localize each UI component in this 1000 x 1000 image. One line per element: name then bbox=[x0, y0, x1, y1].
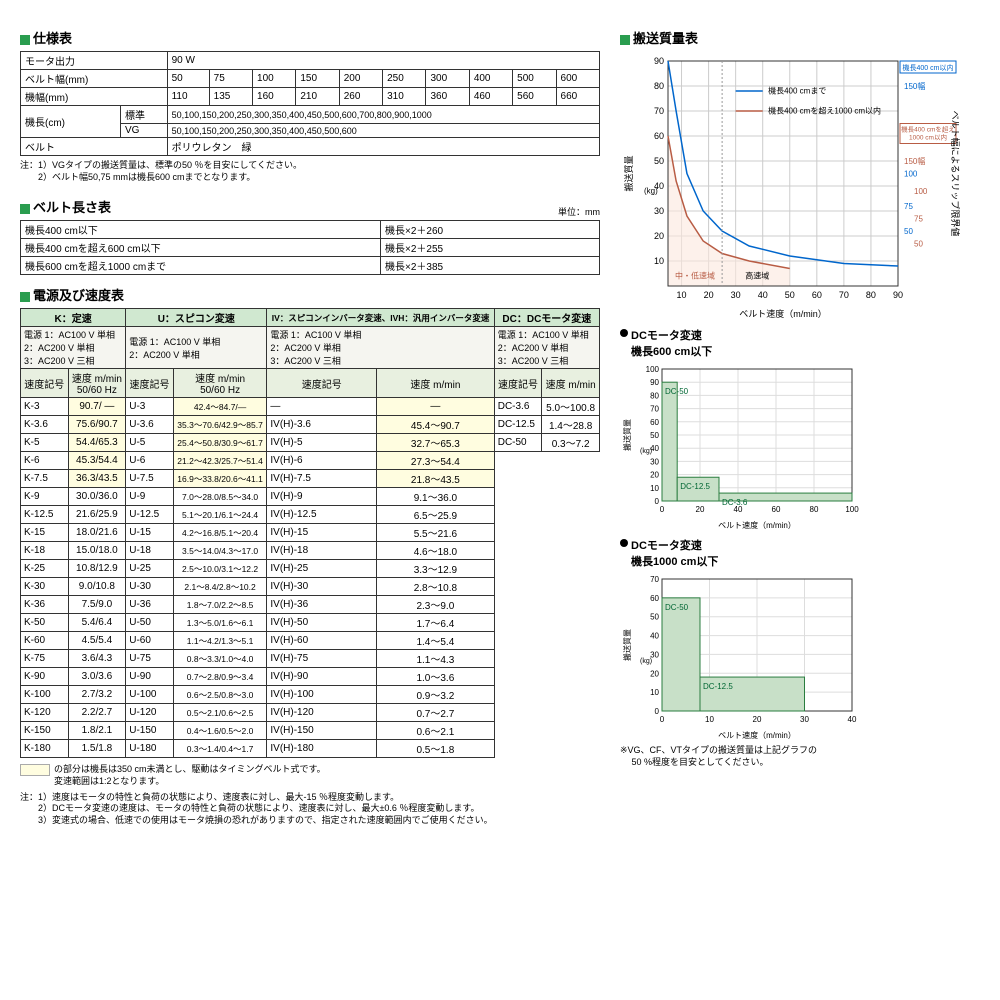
svg-text:(kg): (kg) bbox=[640, 658, 652, 665]
svg-text:20: 20 bbox=[704, 290, 714, 300]
dc-chart-1000: 010203040010203040506070DC-50DC-12.5ベルト速… bbox=[620, 571, 980, 741]
beltlen-title: ベルト長さ表 bbox=[20, 197, 111, 216]
svg-text:50: 50 bbox=[785, 290, 795, 300]
svg-text:DC-50: DC-50 bbox=[665, 603, 689, 612]
speed-title: 電源及び速度表 bbox=[20, 285, 600, 304]
swatch-note: の部分は機長は350 cm未満とし、駆動はタイミングベルト式です。 変速範囲は1… bbox=[20, 764, 600, 787]
svg-text:40: 40 bbox=[758, 290, 768, 300]
speed-footer-notes: 注：1）速度はモータの特性と負荷の状態により、速度表に対し、最大-15 ％程度変… bbox=[20, 792, 600, 827]
svg-text:90: 90 bbox=[893, 290, 903, 300]
svg-text:0: 0 bbox=[660, 715, 665, 724]
svg-text:30: 30 bbox=[800, 715, 809, 724]
svg-text:ベルト速度（m/min）: ベルト速度（m/min） bbox=[739, 308, 827, 319]
svg-text:100: 100 bbox=[845, 505, 859, 514]
svg-text:60: 60 bbox=[650, 594, 659, 603]
svg-text:ベルト速度（m/min）: ベルト速度（m/min） bbox=[718, 520, 796, 530]
svg-text:高速域: 高速域 bbox=[745, 271, 769, 281]
svg-text:機長400 cm以内: 機長400 cm以内 bbox=[903, 63, 954, 72]
svg-text:20: 20 bbox=[753, 715, 762, 724]
svg-text:10: 10 bbox=[705, 715, 714, 724]
svg-text:70: 70 bbox=[654, 106, 664, 116]
svg-text:100: 100 bbox=[904, 170, 918, 179]
svg-text:50: 50 bbox=[654, 156, 664, 166]
dc-chart-600: 0204060801000102030405060708090100DC-50D… bbox=[620, 361, 980, 531]
svg-text:0: 0 bbox=[655, 497, 660, 506]
svg-text:DC-12.5: DC-12.5 bbox=[703, 682, 733, 691]
svg-text:75: 75 bbox=[904, 202, 913, 211]
svg-text:中・低速域: 中・低速域 bbox=[675, 271, 715, 281]
svg-text:150幅: 150幅 bbox=[904, 156, 925, 166]
svg-text:30: 30 bbox=[731, 290, 741, 300]
svg-text:50: 50 bbox=[904, 227, 913, 236]
svg-text:40: 40 bbox=[848, 715, 857, 724]
svg-text:80: 80 bbox=[810, 505, 819, 514]
svg-text:20: 20 bbox=[650, 471, 659, 480]
svg-text:60: 60 bbox=[654, 131, 664, 141]
mass-chart: 102030405060708090102030405060708090中・低速… bbox=[620, 51, 980, 321]
svg-text:10: 10 bbox=[677, 290, 687, 300]
svg-text:10: 10 bbox=[650, 484, 659, 493]
svg-text:50: 50 bbox=[650, 613, 659, 622]
dc1000-title: DCモータ変速 機長1000 cm以下 bbox=[620, 537, 980, 569]
speed-table: K：定速 U：スピコン変速 IV：スピコンインバータ変速、IVH：汎用インバータ… bbox=[20, 308, 600, 758]
svg-text:75: 75 bbox=[914, 215, 923, 224]
svg-text:ベルト速度（m/min）: ベルト速度（m/min） bbox=[718, 730, 796, 740]
svg-text:60: 60 bbox=[650, 418, 659, 427]
svg-text:80: 80 bbox=[866, 290, 876, 300]
svg-text:DC-50: DC-50 bbox=[665, 387, 689, 396]
svg-text:DC-3.6: DC-3.6 bbox=[722, 498, 748, 507]
svg-text:(kg): (kg) bbox=[644, 187, 658, 196]
svg-text:DC-12.5: DC-12.5 bbox=[680, 482, 710, 491]
mass-chart-title: 搬送質量表 bbox=[620, 28, 980, 47]
svg-text:機長400 cmを超え: 機長400 cmを超え bbox=[901, 125, 955, 134]
dc600-title: DCモータ変速 機長600 cm以下 bbox=[620, 327, 980, 359]
svg-text:10: 10 bbox=[650, 688, 659, 697]
svg-text:50: 50 bbox=[914, 240, 923, 249]
svg-text:搬送質量: 搬送質量 bbox=[622, 629, 632, 661]
svg-text:80: 80 bbox=[650, 391, 659, 400]
svg-text:20: 20 bbox=[696, 505, 705, 514]
svg-text:90: 90 bbox=[650, 378, 659, 387]
spec-title: 仕様表 bbox=[20, 28, 600, 47]
svg-text:60: 60 bbox=[772, 505, 781, 514]
svg-text:0: 0 bbox=[660, 505, 665, 514]
svg-text:搬送質量: 搬送質量 bbox=[622, 419, 632, 451]
svg-text:1000 cm以内: 1000 cm以内 bbox=[909, 133, 947, 142]
svg-text:70: 70 bbox=[839, 290, 849, 300]
svg-text:50: 50 bbox=[650, 431, 659, 440]
spec-table: モータ出力90 W ベルト幅(mm) 507510015020025030040… bbox=[20, 51, 600, 156]
svg-text:150幅: 150幅 bbox=[904, 81, 925, 91]
svg-text:20: 20 bbox=[654, 231, 664, 241]
svg-text:80: 80 bbox=[654, 81, 664, 91]
svg-text:0: 0 bbox=[655, 707, 660, 716]
dc-chart-footer: ※VG、CF、VTタイプの搬送質量は上記グラフの 50 %程度を目安としてくださ… bbox=[620, 745, 980, 768]
svg-text:機長400 cmを超え1000 cm以内: 機長400 cmを超え1000 cm以内 bbox=[768, 106, 881, 116]
svg-text:70: 70 bbox=[650, 405, 659, 414]
svg-text:90: 90 bbox=[654, 56, 664, 66]
svg-text:機長400 cmまで: 機長400 cmまで bbox=[768, 86, 826, 96]
spec-notes: 注：1）VGタイプの搬送質量は、標準の50 ％を目安にしてください。 2）ベルト… bbox=[20, 160, 600, 183]
svg-text:100: 100 bbox=[914, 187, 928, 196]
svg-text:(kg): (kg) bbox=[640, 448, 652, 455]
svg-text:60: 60 bbox=[812, 290, 822, 300]
svg-text:30: 30 bbox=[654, 206, 664, 216]
svg-text:搬送質量: 搬送質量 bbox=[623, 155, 634, 191]
svg-text:100: 100 bbox=[646, 365, 660, 374]
svg-text:ベルト幅によるスリップ限界値: ベルト幅によるスリップ限界値 bbox=[950, 111, 960, 237]
svg-text:20: 20 bbox=[650, 669, 659, 678]
svg-text:40: 40 bbox=[650, 632, 659, 641]
svg-text:70: 70 bbox=[650, 575, 659, 584]
svg-text:10: 10 bbox=[654, 256, 664, 266]
belt-length-table: 機長400 cm以下機長×2＋260 機長400 cmを超え600 cm以下機長… bbox=[20, 220, 600, 275]
svg-text:30: 30 bbox=[650, 457, 659, 466]
